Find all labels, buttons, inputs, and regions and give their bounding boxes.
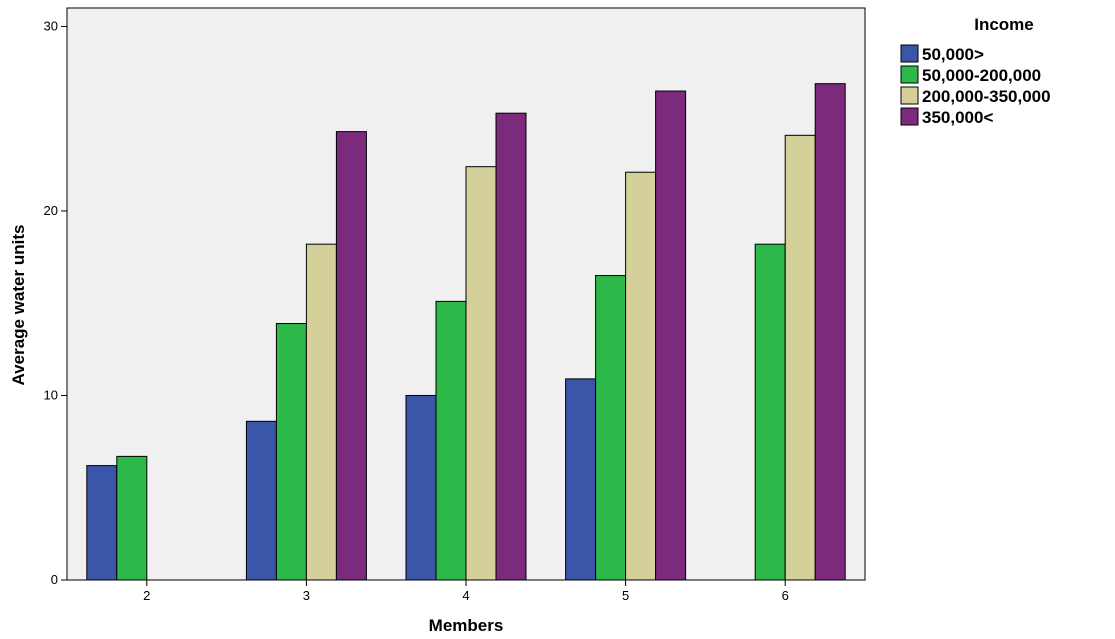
legend-label-4: 350,000< <box>922 108 993 127</box>
bar-4-series-2 <box>435 300 467 581</box>
bars <box>86 83 846 581</box>
bar-4-series-3 <box>465 166 497 581</box>
bar-4-series-4 <box>495 112 527 581</box>
legend-label-1: 50,000> <box>922 45 984 64</box>
y-axis: 0 10 20 30 <box>44 18 67 587</box>
y-tick-label: 20 <box>44 203 58 218</box>
bar-3-series-1 <box>245 420 277 581</box>
legend-swatch-3 <box>900 86 919 105</box>
legend-swatch-2 <box>900 65 919 84</box>
bar-5-series-3 <box>625 171 657 581</box>
bar-5-series-4 <box>655 90 687 581</box>
bar-2-series-1 <box>86 465 118 581</box>
legend-label-2: 50,000-200,000 <box>922 66 1041 85</box>
y-tick-label: 10 <box>44 387 58 402</box>
bar-2-series-2 <box>116 455 148 581</box>
x-tick-label: 4 <box>462 588 469 603</box>
legend-swatch-1 <box>900 44 919 63</box>
x-tick-label: 2 <box>143 588 150 603</box>
bar-6-series-3 <box>784 134 816 581</box>
bar-3-series-4 <box>335 131 367 581</box>
bar-4-series-1 <box>405 394 437 581</box>
x-tick-label: 5 <box>622 588 629 603</box>
legend-swatch-4 <box>900 107 919 126</box>
bar-6-series-2 <box>754 243 786 581</box>
bar-5-series-1 <box>565 378 597 581</box>
x-axis: 2 3 4 5 6 <box>143 580 789 603</box>
legend: Income 50,000> 50,000-200,000 200,000-350,… <box>900 15 1051 127</box>
y-tick-label: 30 <box>44 18 58 33</box>
bar-3-series-2 <box>275 323 307 581</box>
legend-title: Income <box>974 15 1034 34</box>
x-tick-label: 3 <box>303 588 310 603</box>
y-tick-label: 0 <box>51 572 58 587</box>
x-tick-label: 6 <box>782 588 789 603</box>
bar-6-series-4 <box>814 83 846 581</box>
bar-5-series-2 <box>595 275 627 581</box>
bar-3-series-3 <box>305 243 337 581</box>
y-axis-title: Average water units <box>9 225 28 386</box>
legend-label-3: 200,000-350,000 <box>922 87 1051 106</box>
x-axis-title: Members <box>429 616 504 635</box>
